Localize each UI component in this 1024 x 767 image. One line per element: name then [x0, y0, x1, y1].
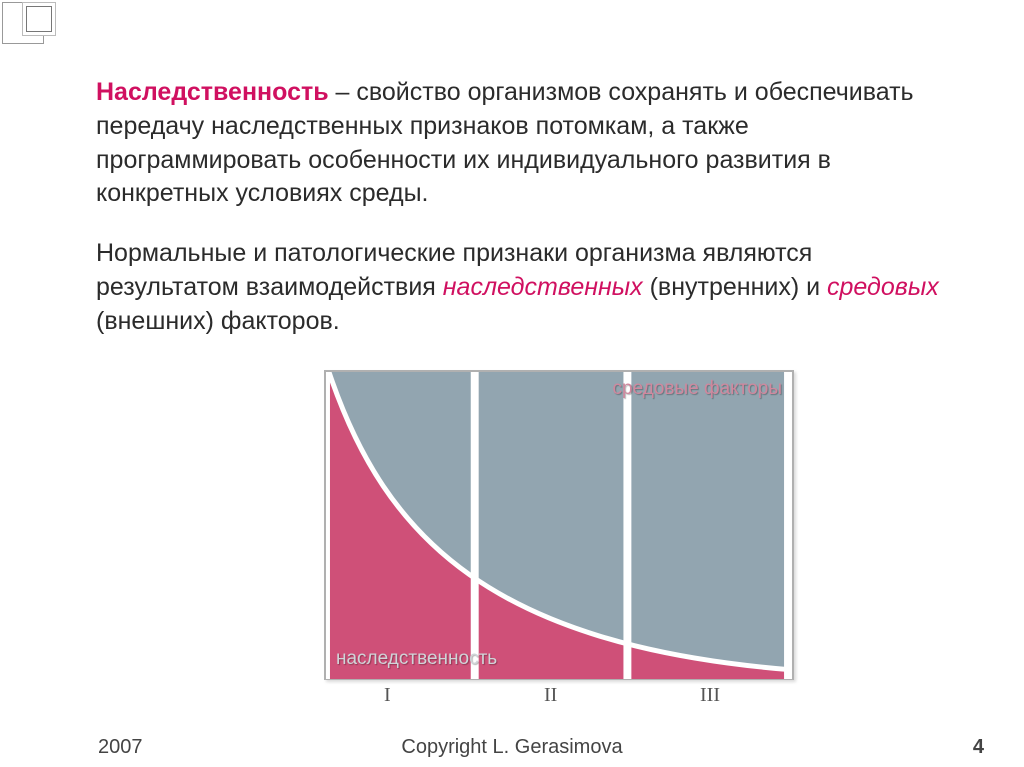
- sep-2: [623, 372, 631, 679]
- p2-hl-environmental: средовых: [827, 273, 939, 301]
- footer-page: 4: [973, 736, 984, 759]
- footer-copyright: Copyright L. Gerasimova: [0, 736, 1024, 759]
- heredity-environment-chart: средовые факторы наследственность: [324, 370, 794, 680]
- paragraph-1: Наследственность – свойство организмов с…: [96, 76, 946, 211]
- chart-svg: [326, 372, 792, 679]
- chart-ticks: I II III: [324, 684, 794, 714]
- paragraph-2: Нормальные и патологические признаки орг…: [96, 237, 946, 338]
- sep-left-edge: [326, 372, 330, 679]
- sep-right-edge: [784, 372, 792, 679]
- label-heredity: наследственность: [336, 648, 497, 670]
- boundary-curve: [329, 372, 787, 669]
- tick-1: I: [384, 684, 391, 707]
- tick-3: III: [700, 684, 720, 707]
- p2-hl-hereditary: наследственных: [443, 273, 643, 301]
- p2-b: (внутренних) и: [643, 273, 827, 301]
- label-environmental-factors: средовые факторы: [613, 378, 782, 400]
- slide-text: Наследственность – свойство организмов с…: [96, 76, 946, 364]
- sep-1: [471, 372, 479, 679]
- p2-c: (внешних) факторов.: [96, 307, 340, 335]
- heredity-area: [326, 372, 787, 679]
- tick-2: II: [544, 684, 557, 707]
- deco-square-inner: [22, 2, 56, 36]
- term-heredity: Наследственность: [96, 78, 329, 106]
